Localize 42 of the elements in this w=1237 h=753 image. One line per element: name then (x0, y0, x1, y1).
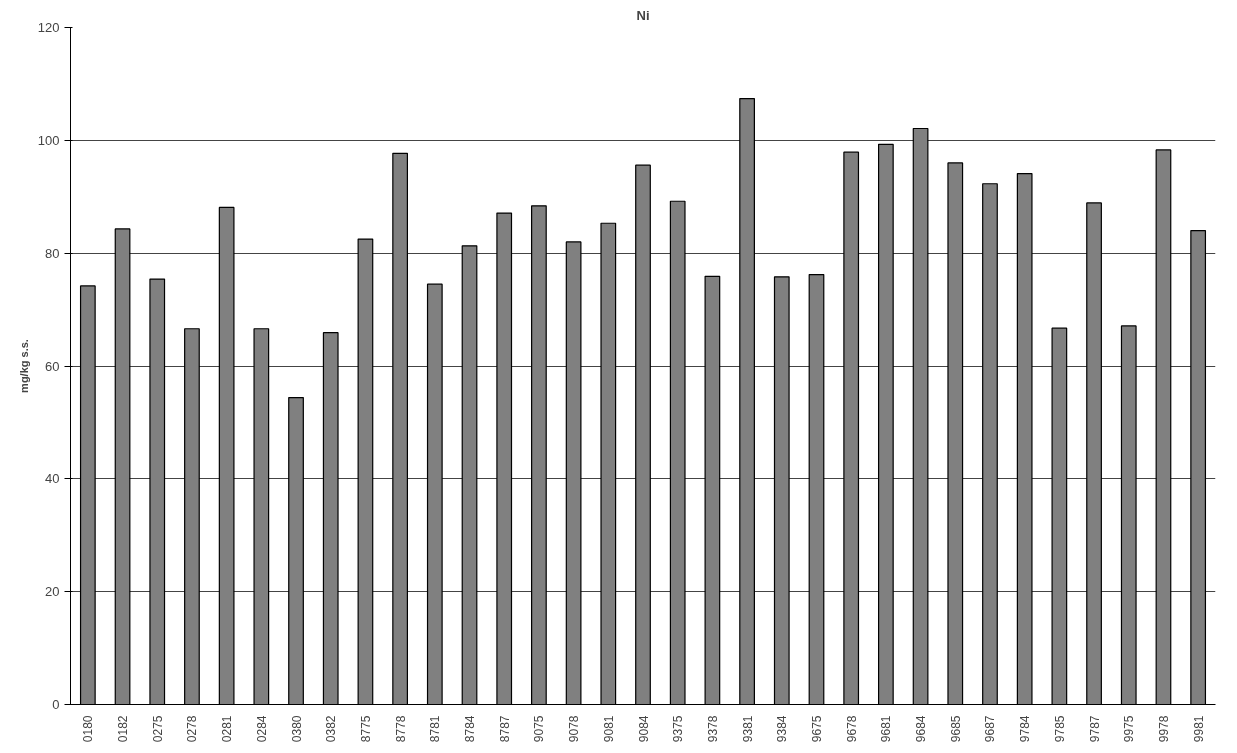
x-tick-label: 9078 (567, 715, 582, 743)
x-tick-label: 9975 (1122, 715, 1137, 743)
x-tick-label: 0275 (150, 715, 165, 743)
x-tick-label: 9681 (879, 715, 894, 743)
x-tick-label: 0278 (185, 715, 200, 743)
x-tick-label: 0180 (81, 715, 96, 743)
x-tick-label: 9675 (809, 715, 824, 743)
y-tick-label: 20 (45, 584, 60, 600)
chart-title: Ni (636, 7, 650, 23)
x-tick-label: 9381 (740, 715, 755, 743)
x-tick-label: 9375 (671, 715, 686, 743)
y-tick-label: 60 (45, 358, 60, 374)
y-tick-label: 120 (37, 20, 60, 35)
x-tick-label: 9084 (636, 715, 651, 743)
x-tick-label: 8781 (428, 715, 443, 743)
x-tick-label: 0284 (254, 715, 269, 743)
x-tick-label: 9684 (914, 715, 929, 743)
x-tick-label: 0382 (324, 715, 339, 743)
x-tick-label: 9787 (1087, 715, 1102, 743)
x-tick-label: 0281 (220, 715, 235, 743)
x-tick-label: 9081 (601, 715, 616, 743)
y-tick-label: 0 (52, 697, 60, 712)
y-tick-label: 80 (45, 245, 60, 261)
x-tick-label: 9784 (1018, 715, 1033, 743)
x-tick-label: 9978 (1156, 715, 1171, 743)
x-tick-label: 8778 (393, 715, 408, 743)
x-tick-label: 9785 (1052, 715, 1067, 743)
x-tick-label: 9384 (775, 715, 790, 743)
x-tick-label: 9981 (1191, 715, 1206, 743)
x-tick-label: 9685 (948, 715, 963, 743)
x-tick-label: 9378 (705, 715, 720, 743)
x-tick-label: 9678 (844, 715, 859, 743)
x-tick-label: 0380 (289, 715, 304, 743)
x-tick-label: 9687 (983, 715, 998, 743)
x-tick-label: 9075 (532, 715, 547, 743)
y-tick-label: 40 (45, 471, 60, 487)
x-tick-label: 8787 (497, 715, 512, 743)
x-tick-label: 8784 (463, 715, 478, 743)
y-axis-title: mg/kg s.s. (17, 339, 30, 393)
y-tick-label: 100 (37, 132, 60, 148)
x-tick-label: 0182 (116, 715, 131, 743)
x-tick-label: 8775 (358, 715, 373, 743)
